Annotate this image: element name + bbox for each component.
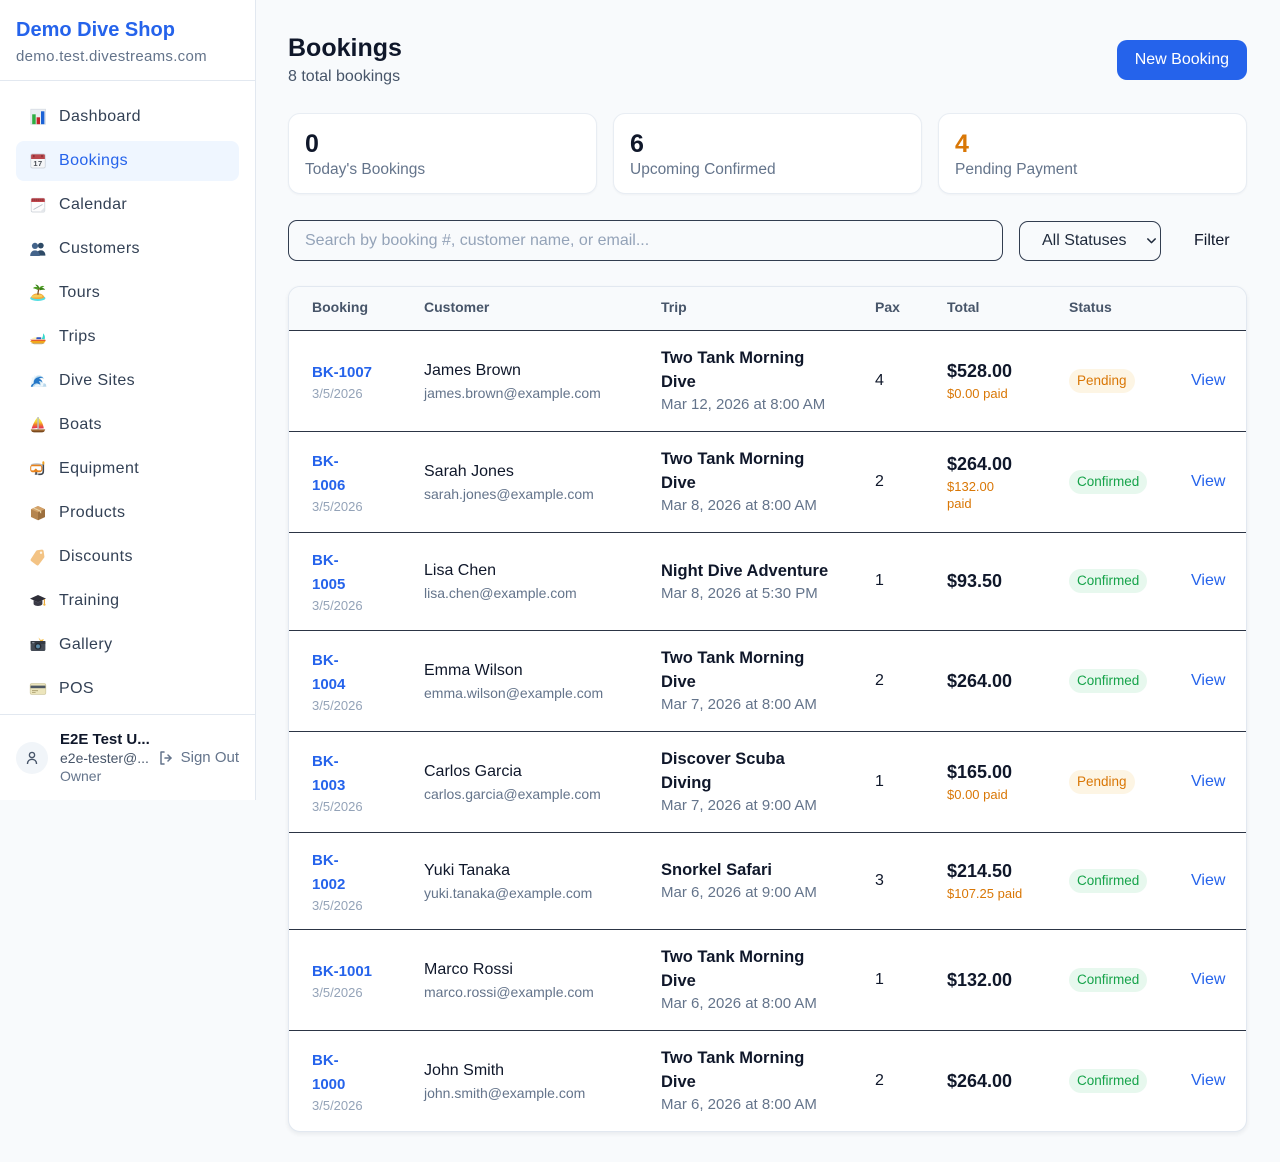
svg-text:17: 17: [33, 159, 42, 168]
